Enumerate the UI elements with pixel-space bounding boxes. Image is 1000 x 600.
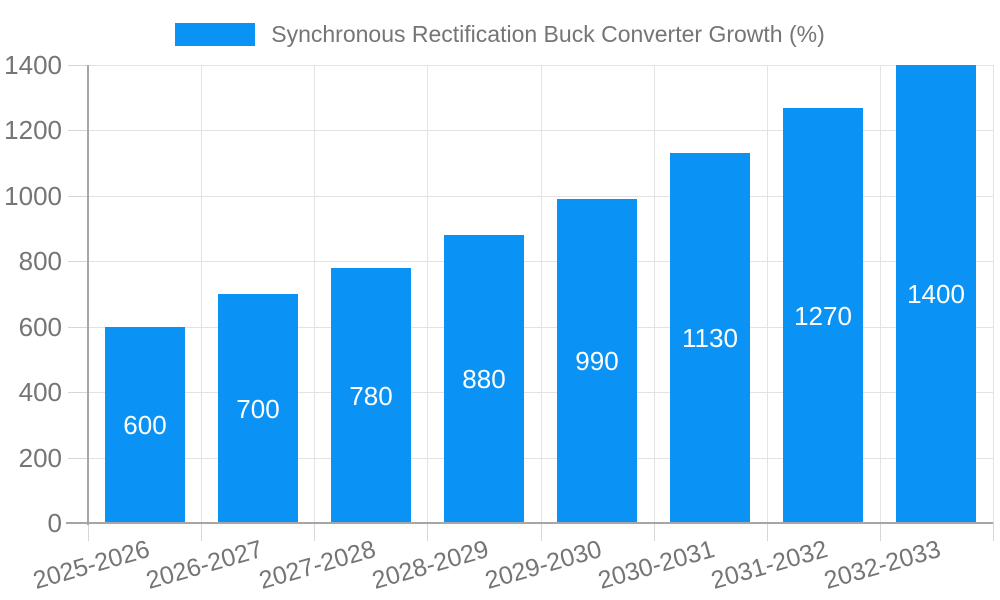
x-axis-tick <box>993 523 994 541</box>
v-gridline <box>880 65 881 523</box>
v-gridline <box>201 65 202 523</box>
y-axis-tick-label: 1400 <box>4 50 62 80</box>
bar-2029-2030[interactable] <box>557 199 637 523</box>
bar-2031-2032[interactable] <box>783 108 863 523</box>
v-gridline <box>993 65 994 523</box>
y-axis-tick <box>68 458 88 459</box>
bar-value-label: 1270 <box>794 301 852 331</box>
legend-label: Synchronous Rectification Buck Converter… <box>271 20 825 47</box>
x-axis-tick <box>427 523 428 541</box>
x-axis-tick <box>654 523 655 541</box>
h-gridline <box>88 261 993 262</box>
bar-2028-2029[interactable] <box>444 235 524 523</box>
x-axis-tick <box>88 523 89 541</box>
y-axis-tick <box>68 392 88 393</box>
v-gridline <box>427 65 428 523</box>
y-axis-tick <box>68 196 88 197</box>
h-gridline <box>88 458 993 459</box>
y-axis-tick-label: 800 <box>18 246 62 276</box>
y-axis-tick-label: 0 <box>47 508 62 538</box>
bar-value-label: 700 <box>236 394 280 424</box>
v-gridline <box>314 65 315 523</box>
y-axis-tick <box>68 65 88 66</box>
h-gridline <box>88 65 993 66</box>
v-gridline <box>541 65 542 523</box>
x-axis-tick <box>314 523 315 541</box>
bar-value-label: 1400 <box>907 279 965 309</box>
bar-value-label: 880 <box>462 364 506 394</box>
y-axis-tick-label: 400 <box>18 377 62 407</box>
y-axis-tick <box>68 261 88 262</box>
bar-value-label: 1130 <box>682 323 738 353</box>
h-gridline <box>88 327 993 328</box>
bar-2026-2027[interactable] <box>218 294 298 523</box>
bar-value-label: 780 <box>349 381 393 411</box>
v-gridline <box>767 65 768 523</box>
x-axis-tick <box>767 523 768 541</box>
bar-2032-2033[interactable] <box>896 65 976 523</box>
legend-item[interactable]: Synchronous Rectification Buck Converter… <box>0 20 1000 47</box>
v-gridline <box>654 65 655 523</box>
x-axis-tick <box>541 523 542 541</box>
legend-swatch-icon <box>175 22 256 46</box>
x-axis-tick <box>880 523 881 541</box>
y-axis-line <box>87 65 89 525</box>
h-gridline <box>88 130 993 131</box>
h-gridline <box>88 392 993 393</box>
x-axis-tick <box>201 523 202 541</box>
y-axis-tick-label: 1200 <box>4 115 62 145</box>
bar-value-label: 600 <box>123 410 167 440</box>
y-axis-tick-label: 1000 <box>4 181 62 211</box>
x-axis-line <box>66 522 993 524</box>
y-axis-tick-label: 600 <box>18 312 62 342</box>
bar-value-label: 990 <box>575 346 619 376</box>
y-axis-tick <box>68 130 88 131</box>
bar-2030-2031[interactable] <box>670 153 750 523</box>
y-axis-tick-label: 200 <box>18 443 62 473</box>
h-gridline <box>88 196 993 197</box>
y-axis-tick <box>68 327 88 328</box>
bar-2025-2026[interactable] <box>105 327 185 523</box>
bar-2027-2028[interactable] <box>331 268 411 523</box>
